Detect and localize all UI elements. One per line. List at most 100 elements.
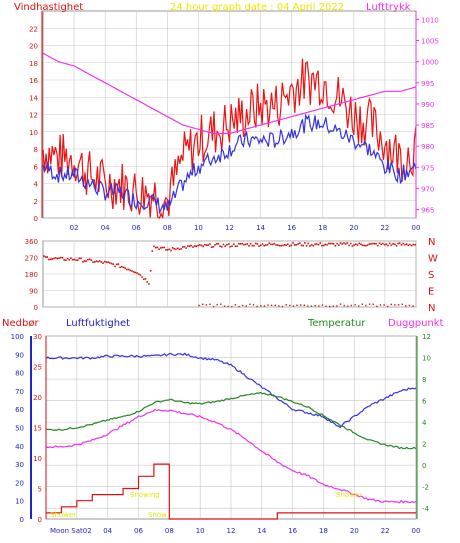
direction-point bbox=[388, 242, 391, 245]
direction-point bbox=[198, 304, 200, 307]
direction-point bbox=[400, 244, 403, 246]
direction-point bbox=[392, 243, 394, 245]
direction-point bbox=[54, 257, 57, 259]
direction-point bbox=[339, 303, 342, 305]
temperature-tick-label: 6 bbox=[422, 398, 427, 406]
direction-point bbox=[107, 261, 109, 263]
direction-point bbox=[343, 242, 345, 244]
direction-point bbox=[216, 303, 218, 306]
direction-point bbox=[290, 244, 293, 247]
wind-panel-labels: 0246810121416182022965970975980985990995… bbox=[29, 11, 439, 232]
humidity-axis-label: Luftfuktighet bbox=[66, 318, 130, 329]
direction-point bbox=[131, 270, 133, 272]
direction-point bbox=[251, 244, 254, 247]
direction-point bbox=[224, 245, 226, 247]
direction-point bbox=[292, 242, 294, 244]
x-tick-label: 00 bbox=[412, 224, 421, 232]
direction-point bbox=[215, 243, 218, 245]
direction-point bbox=[80, 257, 82, 260]
direction-point bbox=[168, 248, 171, 251]
direction-point bbox=[104, 260, 106, 263]
direction-point bbox=[63, 259, 65, 261]
direction-point bbox=[136, 272, 138, 274]
direction-point bbox=[331, 242, 333, 245]
direction-point bbox=[48, 258, 50, 261]
direction-point bbox=[263, 244, 265, 247]
direction-point bbox=[139, 274, 142, 276]
direction-point bbox=[92, 261, 94, 263]
direction-point bbox=[358, 242, 360, 245]
direction-point bbox=[127, 268, 130, 271]
direction-point bbox=[293, 244, 296, 246]
direction-point bbox=[353, 244, 355, 246]
direction-point bbox=[348, 244, 350, 247]
direction-point bbox=[281, 305, 284, 308]
direction-point bbox=[66, 257, 69, 260]
direction-point bbox=[144, 278, 147, 280]
direction-point bbox=[202, 303, 204, 305]
direction-point bbox=[282, 244, 284, 247]
direction-point bbox=[309, 245, 311, 247]
direction-point bbox=[385, 243, 388, 245]
direction-point bbox=[227, 243, 230, 245]
direction-point bbox=[119, 266, 121, 269]
direction-point bbox=[408, 304, 411, 307]
direction-point bbox=[209, 303, 211, 305]
direction-point bbox=[360, 243, 362, 245]
wind-gust-line bbox=[42, 58, 417, 219]
temperature-tick-label: -4 bbox=[422, 505, 430, 513]
right-tick-label: 965 bbox=[421, 207, 434, 215]
direction-point bbox=[341, 243, 343, 245]
direction-point bbox=[141, 276, 143, 278]
direction-point bbox=[266, 243, 269, 246]
direction-point bbox=[234, 245, 237, 248]
direction-point bbox=[253, 244, 255, 247]
direction-point bbox=[261, 243, 264, 245]
direction-point bbox=[121, 265, 123, 268]
direction-point bbox=[124, 267, 126, 269]
direction-point bbox=[349, 242, 352, 245]
direction-point bbox=[267, 304, 269, 306]
direction-point bbox=[368, 303, 371, 305]
direction-point bbox=[402, 242, 404, 245]
direction-point bbox=[314, 305, 316, 307]
direction-point bbox=[334, 245, 337, 247]
temperature-tick-label: 4 bbox=[422, 419, 427, 427]
direction-point bbox=[217, 243, 220, 245]
direction-point bbox=[241, 242, 243, 245]
x-tick-label: 04 bbox=[103, 527, 112, 535]
direction-tick-label: 360 bbox=[25, 238, 38, 246]
direction-point bbox=[325, 305, 327, 307]
right-tick-label: 990 bbox=[421, 101, 434, 109]
direction-point bbox=[227, 305, 229, 308]
right-tick-label: 1010 bbox=[421, 16, 439, 24]
left-tick-label: 8 bbox=[34, 146, 38, 154]
direction-point bbox=[379, 304, 382, 306]
direction-point bbox=[171, 247, 174, 249]
direction-point bbox=[146, 281, 148, 283]
direction-point bbox=[245, 305, 247, 307]
direction-point bbox=[232, 243, 235, 245]
direction-point bbox=[387, 244, 389, 247]
direction-point bbox=[229, 245, 232, 248]
direction-point bbox=[356, 244, 359, 246]
direction-point bbox=[361, 244, 364, 246]
x-tick-label: 02 bbox=[70, 224, 79, 232]
direction-point bbox=[193, 245, 196, 247]
direction-point bbox=[205, 304, 208, 306]
direction-point bbox=[399, 242, 401, 244]
direction-point bbox=[354, 304, 356, 306]
direction-point bbox=[154, 246, 157, 249]
direction-point bbox=[350, 304, 353, 307]
humidity-panel-labels: 0102030405060708090100051015202530-4-202… bbox=[11, 333, 431, 535]
direction-point bbox=[83, 260, 86, 262]
humidity-tick-label: 80 bbox=[15, 370, 24, 378]
direction-point bbox=[109, 262, 111, 264]
temperature-tick-label: 0 bbox=[422, 462, 426, 470]
x-tick-label: 18 bbox=[318, 224, 327, 232]
direction-point bbox=[187, 245, 189, 247]
direction-point bbox=[71, 258, 74, 261]
weather-annotation: Snowing bbox=[130, 491, 160, 499]
direction-point bbox=[317, 243, 320, 246]
direction-point bbox=[221, 246, 223, 248]
